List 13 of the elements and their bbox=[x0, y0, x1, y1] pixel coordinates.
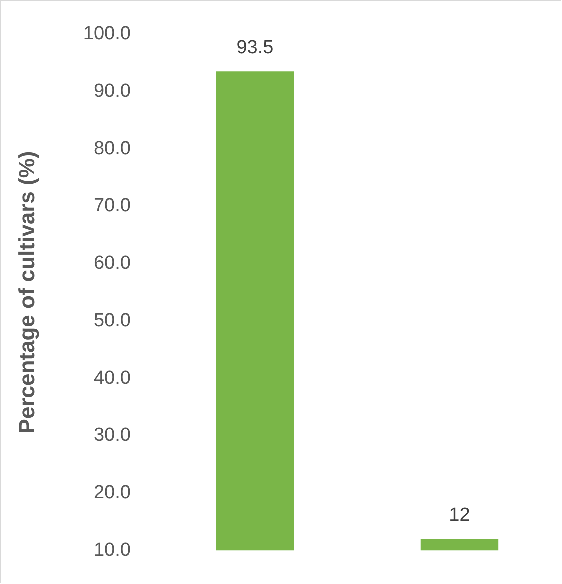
y-tick-label: 60.0 bbox=[94, 253, 131, 274]
y-tick-label: 90.0 bbox=[94, 80, 131, 102]
y-tick-label: 50.0 bbox=[94, 310, 131, 332]
y-tick-label: 70.0 bbox=[94, 196, 131, 217]
y-tick-label: 20.0 bbox=[94, 482, 131, 504]
y-tick-label: 10.0 bbox=[94, 540, 131, 561]
data-label: 93.5 bbox=[236, 37, 274, 58]
y-axis-title: Percentage of cultivars (%) bbox=[14, 151, 40, 434]
y-tick-label: 100.0 bbox=[83, 24, 131, 45]
y-tick-label: 80.0 bbox=[94, 138, 131, 160]
y-tick-label: 40.0 bbox=[94, 368, 131, 389]
y-tick-label: 30.0 bbox=[94, 425, 131, 446]
data-label: 12 bbox=[449, 504, 470, 526]
